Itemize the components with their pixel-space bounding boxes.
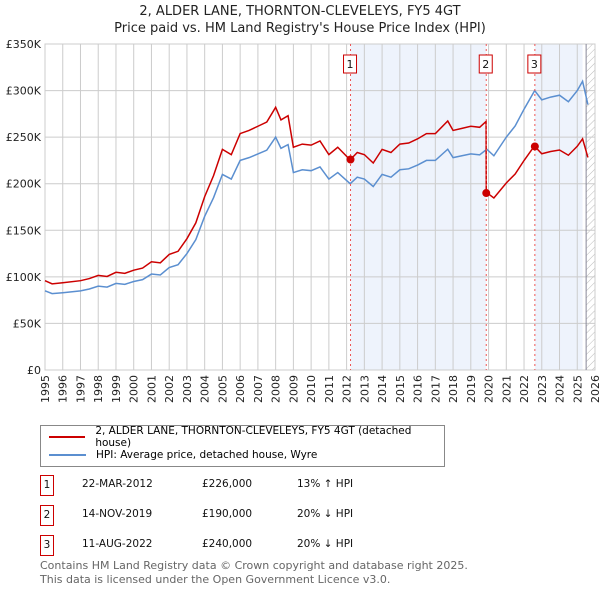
sale-date: 14-NOV-2019 <box>82 508 153 520</box>
sale-point <box>530 142 539 151</box>
legend-red-line <box>49 436 86 438</box>
sale-number: 1 <box>40 475 54 496</box>
sale-badge <box>478 54 493 74</box>
x-tick-label: 2015 <box>394 375 407 403</box>
x-tick-label: 2008 <box>270 375 283 403</box>
forecast-hatch <box>586 44 595 370</box>
x-tick-label: 2013 <box>358 375 371 403</box>
x-tick-label: 2017 <box>429 375 442 403</box>
property-price-line <box>44 105 589 285</box>
sale-badge <box>527 54 542 74</box>
x-tick-label: 2004 <box>199 375 212 403</box>
x-tick-label: 1998 <box>92 375 105 403</box>
legend-property: 2, ALDER LANE, THORNTON-CLEVELEYS, FY5 4… <box>95 425 412 449</box>
sale-hpi-delta: 20% ↓ HPI <box>297 508 354 520</box>
legend-hpi: HPI: Average price, detached house, Wyre <box>96 449 318 461</box>
x-tick-label: 2000 <box>128 375 141 403</box>
x-tick-label: 2001 <box>145 375 158 403</box>
x-tick-label: 2003 <box>181 375 194 403</box>
sale-point <box>346 155 355 164</box>
x-tick-label: 2024 <box>554 375 567 403</box>
sale-badge-label: 3 <box>531 58 538 71</box>
x-tick-label: 2021 <box>500 375 513 403</box>
x-tick-label: 2012 <box>341 375 354 403</box>
legend-blue-line <box>49 454 86 456</box>
x-tick-label: 2014 <box>376 375 389 403</box>
x-tick-label: 2007 <box>252 375 265 403</box>
y-tick-label: £250K <box>6 131 42 144</box>
sale-date: 11-AUG-2022 <box>82 538 153 550</box>
x-tick-label: 2006 <box>234 375 247 403</box>
hpi-line <box>44 79 589 295</box>
sale-number: 3 <box>40 535 54 556</box>
x-tick-label: 2011 <box>323 375 336 403</box>
x-tick-label: 2020 <box>483 375 496 403</box>
y-tick-label: £150K <box>6 224 42 237</box>
y-tick-label: £0 <box>27 364 41 377</box>
sale-point <box>482 189 491 198</box>
chart-subtitle: Price paid vs. HM Land Registry's House … <box>114 21 486 36</box>
x-tick-label: 2016 <box>412 375 425 403</box>
chart-title: 2, ALDER LANE, THORNTON-CLEVELEYS, FY5 4… <box>139 4 461 19</box>
x-tick-label: 2005 <box>216 375 229 403</box>
y-tick-label: £50K <box>13 317 42 330</box>
shaded-range <box>534 44 583 370</box>
x-tick-label: 2023 <box>536 375 549 403</box>
x-tick-label: 1996 <box>57 375 70 403</box>
x-tick-label: 1999 <box>110 375 123 403</box>
shaded-range <box>350 44 487 370</box>
plot-border <box>44 43 596 371</box>
x-tick-label: 2010 <box>305 375 318 403</box>
legend: 2, ALDER LANE, THORNTON-CLEVELEYS, FY5 4… <box>40 425 445 467</box>
x-tick-label: 2019 <box>465 375 478 403</box>
x-tick-label: 2026 <box>589 375 600 403</box>
x-tick-label: 2002 <box>163 375 176 403</box>
x-tick-label: 2009 <box>287 375 300 403</box>
x-tick-label: 1995 <box>39 375 52 403</box>
sale-hpi-delta: 20% ↓ HPI <box>297 538 354 550</box>
sale-price: £190,000 <box>202 508 253 520</box>
sale-price: £226,000 <box>202 478 253 490</box>
x-tick-label: 1997 <box>74 375 87 403</box>
x-tick-label: 2025 <box>571 375 584 403</box>
sale-badge-label: 2 <box>482 58 489 71</box>
y-tick-label: £300K <box>6 85 42 98</box>
x-tick-label: 2022 <box>518 375 531 403</box>
sale-price: £240,000 <box>202 538 253 550</box>
y-tick-label: £350K <box>6 38 42 51</box>
plot-area: 1995 1996 1997 1998 1999 2000 2001 2002 2003 2004… <box>6 38 600 403</box>
y-tick-label: £200K <box>6 178 42 191</box>
sale-badge <box>343 54 358 74</box>
sale-hpi-delta: 13% ↑ HPI <box>297 478 354 490</box>
sale-date: 22-MAR-2012 <box>82 478 153 490</box>
footer-line-1: Contains HM Land Registry data © Crown c… <box>40 559 468 572</box>
x-tick-label: 2018 <box>447 375 460 403</box>
sale-number: 2 <box>40 505 54 526</box>
sale-badge-label: 1 <box>347 58 354 71</box>
y-tick-label: £100K <box>6 271 42 284</box>
footer-line-2: This data is licensed under the Open Gov… <box>40 573 391 586</box>
